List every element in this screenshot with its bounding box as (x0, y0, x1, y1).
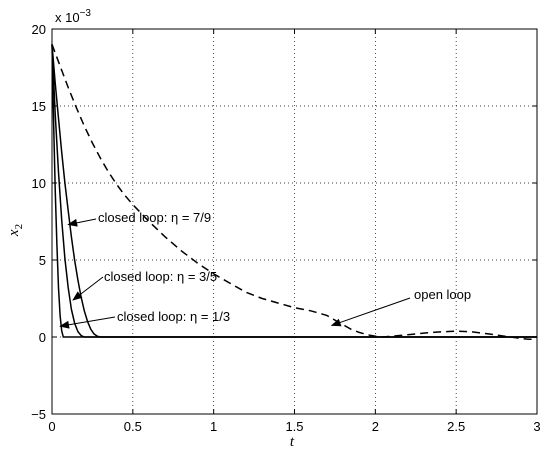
y-tick-label: 20 (32, 22, 46, 37)
annotation-arrow (67, 218, 97, 227)
annotation-label: closed loop: η = 3/5 (104, 269, 217, 284)
y-tick-label: 15 (32, 99, 46, 114)
series-line-3 (51, 44, 537, 338)
annotations: closed loop: η = 7/9 closed loop: η = 3/5… (59, 210, 471, 329)
y-scale-note: x 10−3 (55, 8, 91, 25)
series-line-2 (51, 44, 537, 338)
y-tick-label: −5 (31, 407, 46, 422)
x-tick-label: 1 (210, 419, 217, 434)
series-line-0 (51, 44, 537, 341)
annotation-arrow (72, 276, 104, 301)
y-tick-label: 5 (39, 253, 46, 268)
y-tick-label: 10 (32, 176, 46, 191)
annotation-label: closed loop: η = 1/3 (117, 309, 230, 324)
x-tick-label: 0 (48, 419, 55, 434)
annotation-arrow (59, 316, 116, 329)
x-tick-label: 3 (533, 419, 540, 434)
x-tick-label: 1.5 (285, 419, 303, 434)
x-axis-label: t (290, 434, 295, 450)
annotation-arrow (330, 297, 411, 327)
x-tick-label: 0.5 (124, 419, 142, 434)
x-tick-label: 2 (372, 419, 379, 434)
y-tick-label: 0 (39, 330, 46, 345)
y-axis-label: x2 (6, 224, 25, 237)
annotation-label: closed loop: η = 7/9 (98, 210, 211, 225)
series-group (51, 44, 537, 341)
annotation-label: open loop (414, 287, 471, 302)
x-tick-label: 2.5 (447, 419, 465, 434)
series-line-1 (51, 44, 537, 338)
